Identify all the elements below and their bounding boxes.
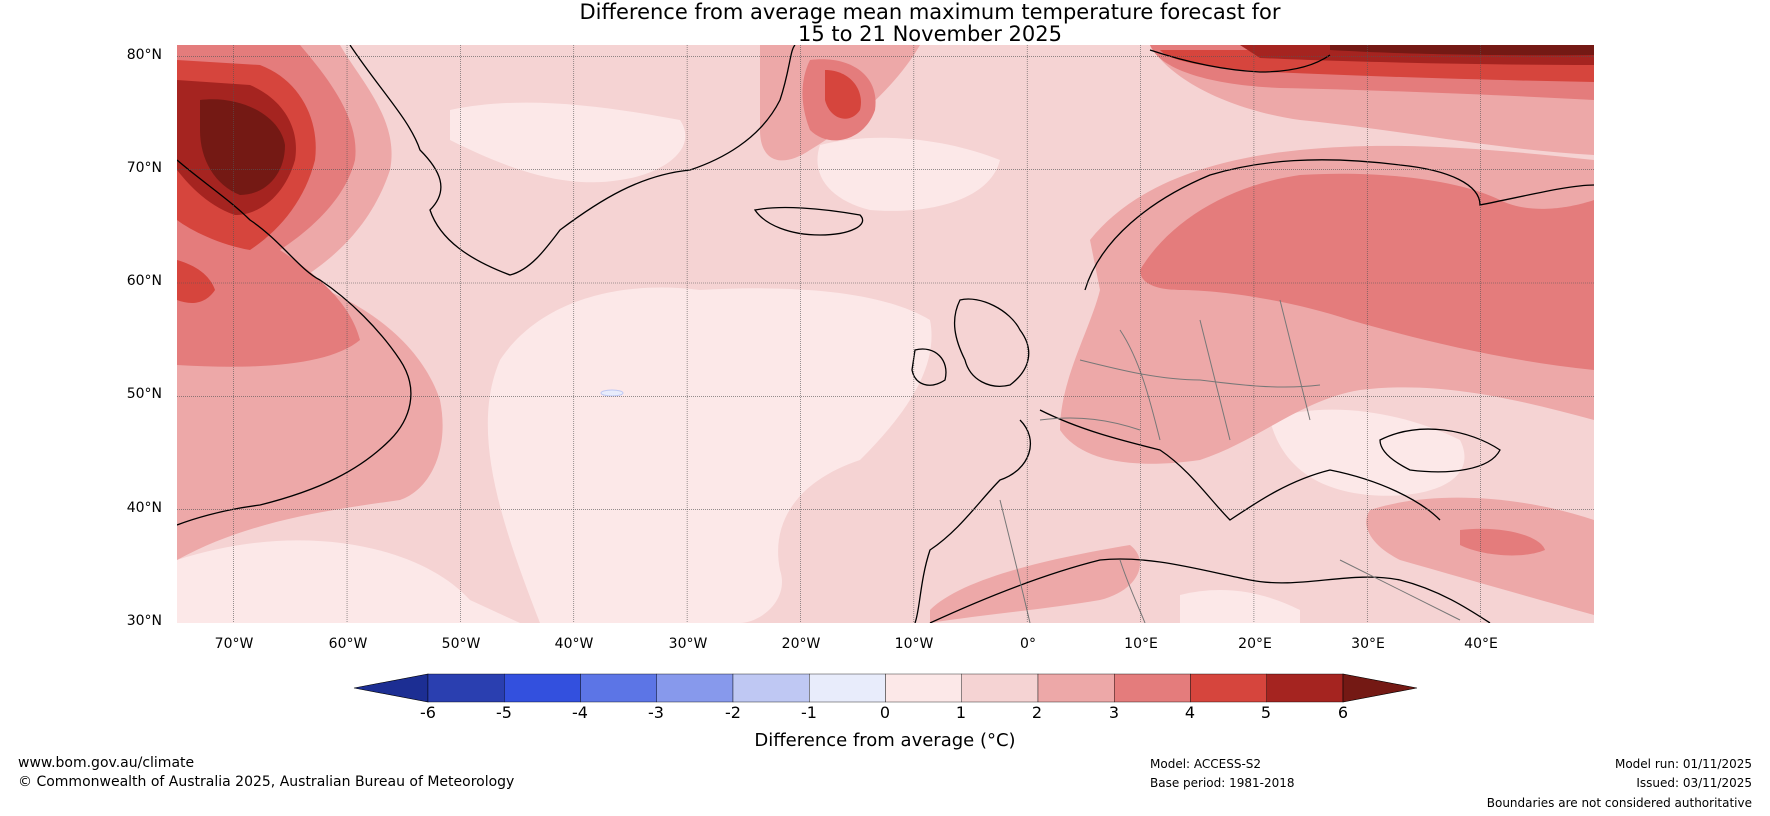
anomaly-region-above6: [200, 99, 285, 195]
colorbar-tick: 1: [955, 703, 967, 722]
title-line-2: 15 to 21 November 2025: [798, 22, 1062, 46]
britain-coast: [953, 298, 1030, 387]
anomaly-region-4to5: [825, 70, 861, 119]
lat-label-70n: 70°N: [126, 160, 162, 176]
colorbar-tick: -3: [648, 703, 664, 722]
lon-label-0: 0°: [1020, 636, 1036, 652]
colorbar-arrow-high: [1342, 673, 1418, 703]
colorbar-tick: 3: [1108, 703, 1120, 722]
anomaly-region-3to4: [1460, 528, 1545, 556]
colorbar-tick: -5: [496, 703, 512, 722]
colorbar-segment: [1114, 673, 1191, 703]
border-line: [1199, 319, 1231, 441]
lon-label-10e: 10°E: [1124, 636, 1158, 652]
colorbar-tick: 5: [1260, 703, 1272, 722]
colorbar-tick: 4: [1184, 703, 1196, 722]
colorbar-segment: [427, 673, 505, 703]
issued-date: Issued: 03/11/2025: [1636, 776, 1752, 790]
lat-label-60n: 60°N: [126, 273, 162, 289]
base-period: Base period: 1981-2018: [1150, 776, 1295, 790]
colorbar-tick: -6: [420, 703, 436, 722]
iceland-coast: [753, 206, 864, 236]
colorbar-segment: [885, 673, 962, 703]
lon-label-40e: 40°E: [1464, 636, 1498, 652]
border-line: [1279, 299, 1311, 421]
colorbar-segment: [1266, 673, 1344, 703]
anomaly-region-light: [177, 540, 520, 623]
colorbar-tick: -4: [572, 703, 588, 722]
anomaly-region-2to3: [930, 545, 1140, 623]
border-line: [1119, 559, 1146, 623]
lon-label-30e: 30°E: [1351, 636, 1385, 652]
north-america-coast: [177, 159, 412, 526]
lat-label-50n: 50°N: [126, 386, 162, 402]
colorbar-segment: [1190, 673, 1267, 703]
lon-label-60w: 60°W: [328, 636, 368, 652]
border-line: [1339, 559, 1461, 621]
title-line-1: Difference from average mean maximum tem…: [579, 0, 1281, 24]
svalbard-coast: [1149, 49, 1331, 73]
lon-label-40w: 40°W: [554, 636, 594, 652]
coastlines: [177, 45, 1594, 623]
lat-label-80n: 80°N: [126, 47, 162, 63]
anomaly-region-light: [487, 287, 932, 623]
north-africa-coast: [929, 558, 1491, 623]
colorbar-segment: [656, 673, 734, 703]
colorbar-segment: [732, 673, 810, 703]
iberia-coast: [914, 419, 1031, 623]
lon-label-20e: 20°E: [1238, 636, 1272, 652]
colorbar-segment: [809, 673, 886, 703]
lat-label-40n: 40°N: [126, 500, 162, 516]
colorbar: [353, 673, 1418, 703]
ireland-coast: [911, 348, 947, 386]
anomaly-region-light: [817, 137, 1000, 211]
lon-label-50w: 50°W: [441, 636, 481, 652]
anomaly-region-negative: [600, 389, 624, 397]
mediterranean-coast: [1039, 409, 1441, 521]
gridlines: [177, 45, 1594, 623]
anomaly-field: [177, 45, 1594, 623]
lon-label-20w: 20°W: [781, 636, 821, 652]
model-name: Model: ACCESS-S2: [1150, 757, 1262, 771]
colorbar-arrow-low: [353, 673, 429, 703]
colorbar-tick: 0: [879, 703, 891, 722]
colorbar-segment: [580, 673, 657, 703]
border-line: [1119, 329, 1161, 441]
colorbar-segment: [504, 673, 581, 703]
black-sea-coast: [1379, 428, 1501, 473]
lon-label-10w: 10°W: [894, 636, 934, 652]
greenland-coast: [349, 45, 796, 276]
colorbar-tick: 2: [1031, 703, 1043, 722]
colorbar-segment: [961, 673, 1039, 703]
copyright: © Commonwealth of Australia 2025, Austra…: [18, 774, 515, 790]
scandinavia-coast: [1084, 159, 1594, 291]
colorbar-tick: -2: [725, 703, 741, 722]
lat-label-30n: 30°N: [126, 613, 162, 629]
lon-label-70w: 70°W: [214, 636, 254, 652]
lon-label-30w: 30°W: [668, 636, 708, 652]
border-line: [999, 499, 1031, 623]
border-line: [1039, 417, 1141, 431]
colorbar-label: Difference from average (°C): [754, 730, 1016, 751]
colorbar-segment: [1037, 673, 1115, 703]
anomaly-region-4to5: [177, 260, 215, 303]
anomaly-region-2to3: [1366, 497, 1594, 615]
anomaly-region-light: [1270, 409, 1465, 496]
colorbar-tick: -1: [801, 703, 817, 722]
disclaimer: Boundaries are not considered authoritat…: [1486, 796, 1752, 810]
border-line: [1079, 359, 1321, 388]
website-link[interactable]: www.bom.gov.au/climate: [18, 755, 195, 771]
colorbar-tick: 6: [1337, 703, 1349, 722]
model-run: Model run: 01/11/2025: [1614, 757, 1752, 771]
anomaly-region-above6: [1330, 45, 1594, 56]
anomaly-region-light: [1180, 590, 1300, 623]
anomaly-region-light: [450, 102, 686, 183]
borders: [999, 299, 1461, 623]
